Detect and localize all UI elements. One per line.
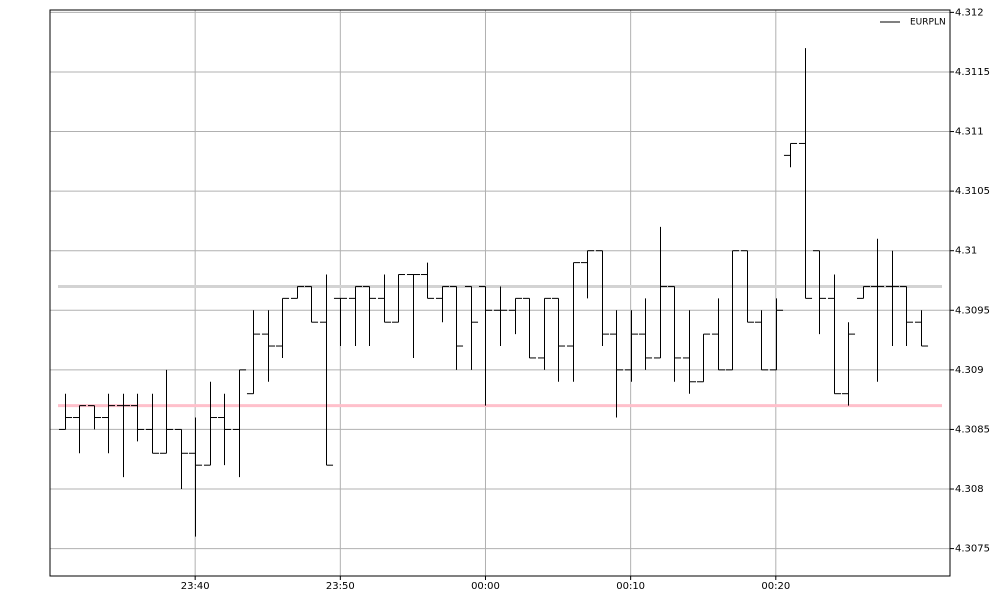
y-tick-label: 4.3115 bbox=[955, 67, 990, 78]
y-tick-label: 4.311 bbox=[955, 127, 984, 138]
x-tick-label: 23:50 bbox=[326, 581, 355, 592]
plot-area: EURPLN bbox=[58, 18, 946, 537]
x-tick-label: 00:10 bbox=[616, 581, 645, 592]
legend-label: EURPLN bbox=[910, 18, 946, 28]
x-tick-label: 00:00 bbox=[471, 581, 500, 592]
y-tick-label: 4.3075 bbox=[955, 544, 990, 555]
y-tick-label: 4.3105 bbox=[955, 186, 990, 197]
axes: 4.3075 4.308 4.3085 4.309 4.3095 4.31 4.3105 4.… bbox=[181, 7, 990, 592]
y-tick-label: 4.312 bbox=[955, 7, 984, 18]
y-tick-label: 4.3095 bbox=[955, 305, 990, 316]
y-tick-label: 4.3085 bbox=[955, 424, 990, 435]
y-tick-label: 4.309 bbox=[955, 365, 984, 376]
x-tick-label: 23:40 bbox=[181, 581, 210, 592]
x-tick-label: 00:20 bbox=[761, 581, 790, 592]
plot-frame bbox=[49, 9, 951, 577]
y-tick-label: 4.308 bbox=[955, 484, 984, 495]
y-tick-label: 4.31 bbox=[955, 246, 977, 257]
